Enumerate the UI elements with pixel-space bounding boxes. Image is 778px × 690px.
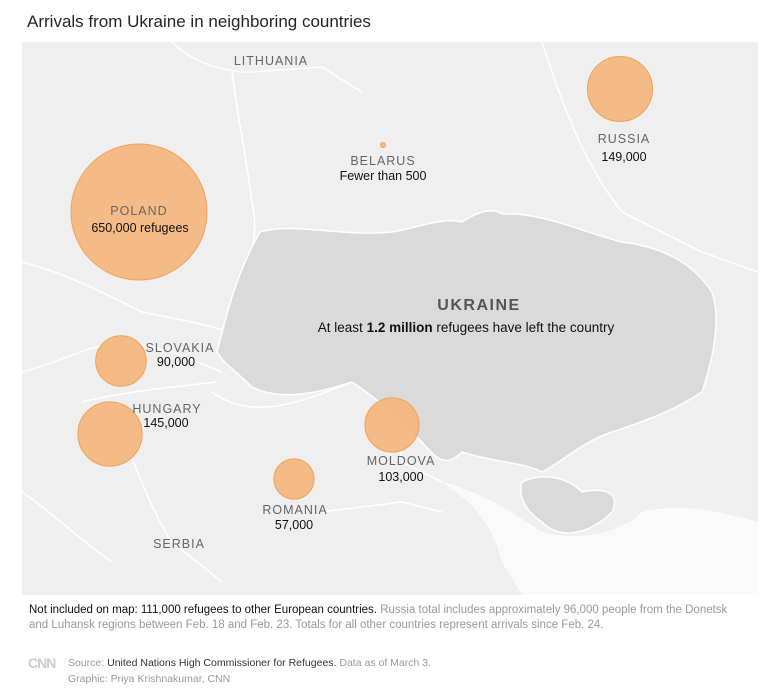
bubble-poland <box>70 143 208 281</box>
footnote-rest: Russia total includes approximately 96,0… <box>29 604 728 631</box>
source-credit: Source: United Nations High Commissioner… <box>68 655 431 687</box>
footnote: Not included on map: 111,000 refugees to… <box>29 603 749 633</box>
value-moldova: 103,000 <box>378 470 424 484</box>
source-date: Data as of March 3. <box>336 657 432 669</box>
bubble-moldova <box>364 397 420 453</box>
bubble-romania <box>273 458 315 500</box>
label-russia: RUSSIA <box>597 132 651 146</box>
value-belarus: Fewer than 500 <box>339 169 427 183</box>
label-ukraine: UKRAINE <box>437 297 521 314</box>
label-hungary: HUNGARY <box>132 402 202 416</box>
bubble-slovakia <box>95 335 147 387</box>
source-label: Source: <box>68 657 108 669</box>
label-poland: POLAND <box>110 204 168 218</box>
label-moldova: MOLDOVA <box>366 454 436 468</box>
map <box>22 42 758 595</box>
value-russia: 149,000 <box>601 150 647 164</box>
label-romania: ROMANIA <box>262 503 328 517</box>
value-romania: 57,000 <box>274 518 314 532</box>
ukraine-note-suffix: refugees have left the country <box>432 320 615 335</box>
value-poland: 650,000 refugees <box>91 221 189 235</box>
footnote-bold: Not included on map: 111,000 refugees to… <box>29 604 377 616</box>
value-hungary: 145,000 <box>143 416 189 430</box>
graphic-credit: Graphic: Priya Krishnakumar, CNN <box>68 673 231 685</box>
source-name: United Nations High Commissioner for Ref… <box>107 657 337 669</box>
sea <box>442 482 758 595</box>
cnn-logo: CNN <box>28 655 56 671</box>
label-slovakia: SLOVAKIA <box>145 341 215 355</box>
ukraine-note-bold: 1.2 million <box>366 320 433 335</box>
bubble-russia <box>586 55 654 123</box>
label-belarus: BELARUS <box>350 154 416 168</box>
crimea-shape <box>520 476 616 534</box>
label-serbia: SERBIA <box>153 537 205 551</box>
ukraine-note: At least 1.2 million refugees have left … <box>318 320 614 335</box>
chart-title: Arrivals from Ukraine in neighboring cou… <box>27 12 371 31</box>
ukraine-shape <box>216 210 717 473</box>
ukraine-note-prefix: At least <box>317 320 367 335</box>
bubble-belarus <box>380 142 386 148</box>
value-slovakia: 90,000 <box>156 355 196 369</box>
bubble-hungary <box>77 401 143 467</box>
label-lithuania: LITHUANIA <box>233 54 309 68</box>
